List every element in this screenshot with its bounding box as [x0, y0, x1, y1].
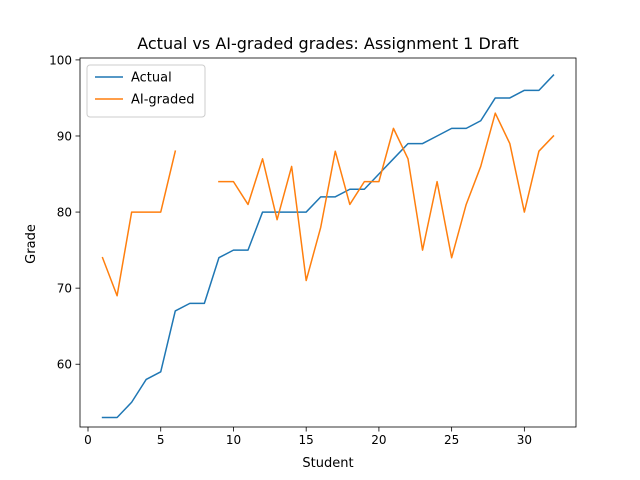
legend-box: [86, 64, 206, 118]
y-tick-label-4: 100: [49, 53, 72, 67]
chart-title: Actual vs AI-graded grades: Assignment 1…: [137, 34, 519, 53]
y-tick-label-1: 70: [57, 282, 72, 296]
y-tick-label-2: 80: [57, 206, 72, 220]
y-axis-label: Grade: [24, 224, 39, 264]
series-line-1: [101, 112, 555, 297]
plot-area: [101, 74, 555, 419]
legend: Actual AI-graded: [86, 64, 206, 118]
legend-label-0: Actual: [131, 71, 172, 86]
axes-frame: [79, 57, 577, 428]
legend-label-1: AI-graded: [131, 93, 194, 108]
x-axis-label: Student: [302, 456, 353, 471]
x-tick-label-1: 5: [157, 433, 165, 447]
x-tick-label-5: 25: [444, 433, 459, 447]
x-tick-label-3: 15: [299, 433, 314, 447]
axes: 0 5 10 15 20 25 30 60 70 80 90 100: [49, 53, 577, 447]
x-tick-label-4: 20: [371, 433, 386, 447]
x-tick-label-2: 10: [226, 433, 241, 447]
y-tick-label-3: 90: [57, 129, 72, 143]
x-tick-label-0: 0: [84, 433, 92, 447]
y-tick-label-0: 60: [57, 358, 72, 372]
series-line-0: [101, 74, 555, 419]
x-tick-label-6: 30: [517, 433, 532, 447]
